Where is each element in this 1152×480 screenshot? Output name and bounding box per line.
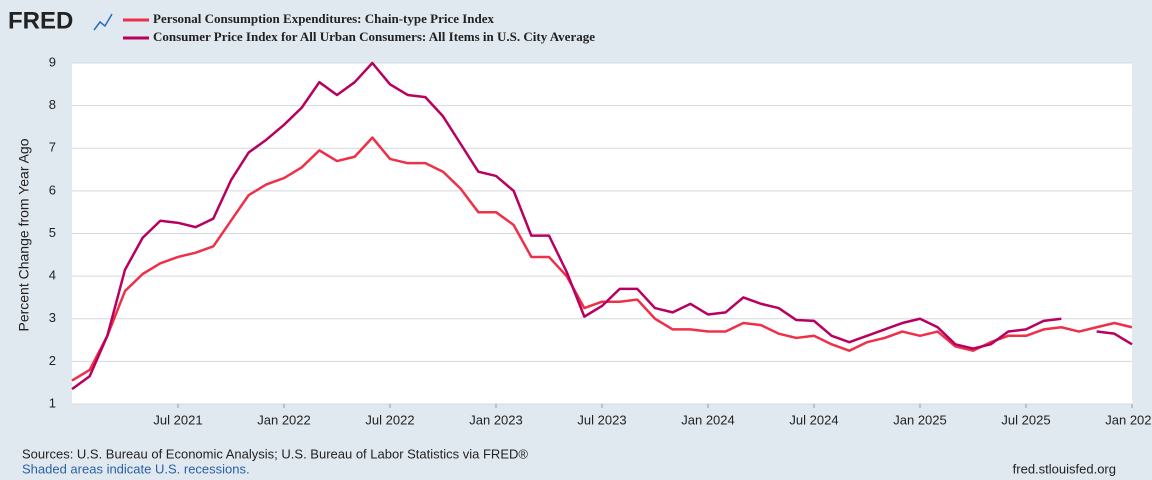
y-tick-label: 3 [49,310,56,325]
y-tick-label: 9 [49,54,56,69]
x-tick-label: Jul 2021 [153,412,202,427]
x-tick-label: Jul 2022 [365,412,414,427]
series-line [71,136,1133,382]
x-tick-label: Jan 2024 [681,412,735,427]
series-line [71,61,1133,391]
source: Sources: U.S. Bureau of Economic Analysi… [22,446,528,461]
x-tick-label: Jan 2022 [257,412,311,427]
y-tick-label: 5 [49,225,56,240]
logo-icon [93,13,113,31]
x-tick-label: Jan 2023 [469,412,523,427]
legend-label: Personal Consumption Expenditures: Chain… [153,11,495,26]
y-tick-label: 1 [49,395,56,410]
x-tick-label: Jul 2023 [577,412,626,427]
x-tick-label: Jan 2026 [1105,412,1152,427]
y-tick-label: 4 [49,268,56,283]
y-tick-label: 6 [49,182,56,197]
x-tick-label: Jul 2025 [1001,412,1050,427]
y-axis-label: Percent Change from Year Ago [16,138,32,331]
y-tick-label: 2 [49,353,56,368]
y-tick-label: 8 [49,97,56,112]
logo: FRED [8,7,73,34]
x-tick-label: Jan 2025 [893,412,947,427]
legend-label: Consumer Price Index for All Urban Consu… [153,29,595,44]
site: fred.stlouisfed.org [1013,461,1116,476]
y-tick-label: 7 [49,140,56,155]
note: Shaded areas indicate U.S. recessions. [22,461,250,476]
x-tick-label: Jul 2024 [789,412,838,427]
